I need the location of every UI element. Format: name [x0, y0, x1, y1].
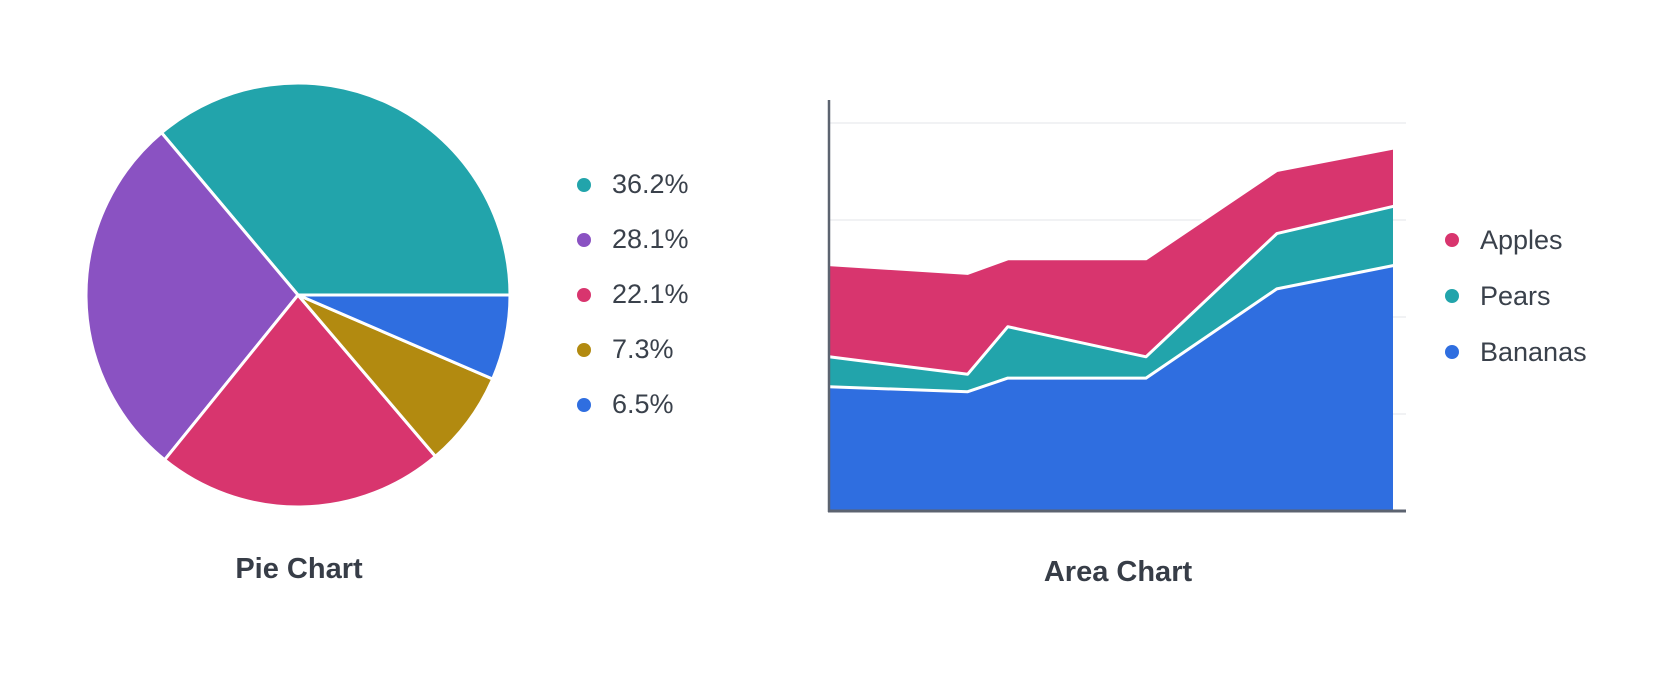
pie-legend-item[interactable]: 28.1% [577, 212, 689, 267]
area-legend-item[interactable]: Bananas [1445, 324, 1587, 380]
pie-slice[interactable] [160, 81, 512, 297]
pie-slice[interactable] [163, 293, 437, 509]
pie-legend-swatch-icon [577, 177, 591, 192]
pie-chart-title: Pie Chart [235, 553, 363, 585]
pie-legend-item[interactable]: 6.5% [577, 377, 689, 432]
pie-legend-swatch-icon [577, 397, 591, 412]
pie-legend-item[interactable]: 36.2% [577, 157, 689, 212]
area-series-top-line [827, 146, 1395, 275]
pie-legend-swatch-icon [577, 287, 591, 302]
pie-legend-label: 22.1% [612, 279, 689, 309]
pie-chart-graphic [84, 81, 512, 509]
pie-slice[interactable] [296, 293, 512, 381]
area-series-top-line [827, 264, 1395, 394]
pie-legend-swatch-icon [577, 232, 591, 247]
area-legend-swatch-icon [1445, 233, 1459, 247]
area-legend-swatch-icon [1445, 345, 1459, 359]
area-series-bananas[interactable] [829, 265, 1393, 511]
area-legend-swatch-icon [1445, 289, 1459, 303]
area-chart-title: Area Chart [1043, 556, 1193, 588]
pie-slice[interactable] [84, 131, 300, 462]
pie-legend-label: 6.5% [612, 389, 674, 419]
pie-legend-label: 7.3% [612, 334, 674, 364]
pie-legend-item[interactable]: 7.3% [577, 322, 689, 377]
area-legend-item[interactable]: Pears [1445, 268, 1587, 324]
area-series-top-line [827, 204, 1395, 376]
pie-legend-label: 28.1% [612, 224, 689, 254]
area-legend: Apples Pears Bananas [1445, 212, 1587, 380]
area-chart-graphic [827, 100, 1406, 513]
area-legend-label: Bananas [1480, 336, 1587, 367]
pie-legend-label: 36.2% [612, 169, 689, 199]
area-legend-label: Pears [1480, 280, 1551, 311]
pie-legend: 36.2% 28.1% 22.1% 7.3% 6.5% [577, 157, 689, 432]
area-legend-item[interactable]: Apples [1445, 212, 1587, 268]
pie-legend-item[interactable]: 22.1% [577, 267, 689, 322]
pie-legend-swatch-icon [577, 342, 591, 357]
area-legend-label: Apples [1480, 224, 1563, 255]
